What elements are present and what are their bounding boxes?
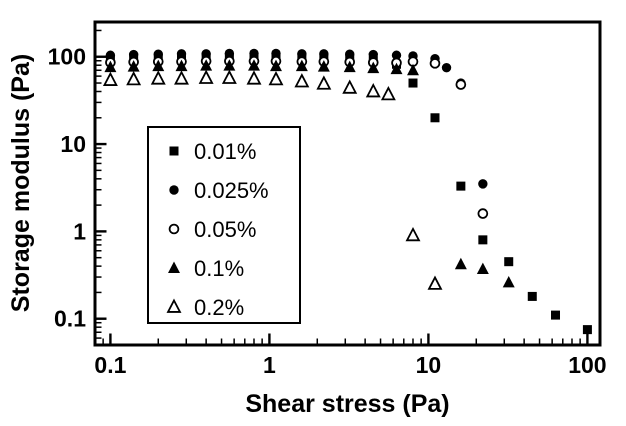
marker-filled-triangle [175, 59, 188, 72]
x-axis-label: Shear stress (Pa) [245, 390, 450, 418]
marker-filled-circle [105, 50, 116, 60]
marker-filled-circle [345, 49, 355, 59]
marker-open-triangle [365, 83, 381, 98]
marker-filled-square [456, 181, 466, 191]
marker-filled-square [582, 325, 592, 335]
legend-label: 0.1% [194, 256, 244, 281]
marker-open-triangle [150, 70, 166, 85]
legend-label: 0.05% [194, 217, 256, 242]
x-tick-label: 10 [416, 352, 442, 378]
marker-filled-triangle [295, 59, 308, 72]
marker-open-triangle [316, 75, 332, 90]
marker-open-triangle [221, 69, 237, 84]
marker-filled-triangle [367, 61, 380, 74]
marker-filled-triangle [454, 257, 467, 270]
marker-open-triangle [102, 71, 118, 86]
marker-filled-triangle [223, 59, 236, 71]
marker-filled-circle [176, 49, 187, 59]
marker-open-circle [455, 79, 467, 90]
marker-filled-triangle [390, 62, 403, 75]
marker-open-triangle [246, 70, 262, 85]
marker-filled-triangle [200, 59, 213, 71]
marker-filled-circle [224, 48, 235, 59]
marker-filled-square [551, 310, 561, 320]
marker-filled-circle [201, 49, 211, 59]
marker-filled-triangle [152, 59, 165, 72]
marker-open-triangle [174, 70, 189, 85]
y-tick-label: 100 [48, 44, 86, 70]
marker-filled-circle [297, 49, 307, 59]
marker-filled-square [430, 113, 440, 123]
legend-label: 0.2% [194, 295, 244, 320]
marker-filled-square [408, 78, 418, 88]
legend-label: 0.025% [194, 178, 269, 203]
marker-filled-circle [128, 49, 139, 60]
marker-open-triangle [268, 70, 284, 86]
marker-filled-circle [441, 62, 452, 73]
marker-filled-circle [478, 179, 488, 189]
marker-filled-triangle [104, 60, 117, 73]
marker-filled-triangle [343, 60, 356, 73]
y-tick-label: 0.1 [54, 306, 86, 332]
marker-filled-triangle [502, 275, 515, 288]
marker-open-triangle [294, 73, 310, 88]
marker-filled-triangle [317, 60, 330, 72]
plot-frame [93, 20, 602, 347]
marker-filled-square [478, 235, 488, 245]
x-tick-label: 100 [568, 352, 606, 378]
marker-open-circle [168, 223, 180, 235]
marker-filled-triangle [407, 63, 419, 76]
x-tick-label: 1 [263, 352, 276, 378]
marker-open-triangle [166, 298, 182, 313]
y-axis-label: Storage modulus (Pa) [7, 53, 35, 313]
y-tick-label: 10 [60, 131, 86, 157]
marker-filled-circle [249, 48, 259, 59]
x-tick-label: 0.1 [94, 352, 126, 378]
marker-filled-circle [391, 50, 402, 60]
marker-filled-circle [271, 48, 281, 59]
marker-open-triangle [380, 86, 396, 101]
marker-filled-triangle [476, 262, 489, 275]
marker-filled-triangle [248, 59, 260, 71]
marker-filled-triangle [168, 261, 180, 273]
marker-open-circle [429, 58, 441, 69]
marker-open-triangle [427, 275, 443, 290]
y-tick-label: 1 [73, 218, 86, 244]
marker-open-triangle [198, 69, 214, 84]
marker-filled-circle [368, 49, 378, 60]
marker-open-triangle [126, 70, 142, 86]
marker-filled-square [504, 257, 514, 267]
marker-filled-circle [169, 185, 179, 195]
marker-open-triangle [405, 226, 421, 242]
marker-open-circle [477, 208, 489, 219]
marker-filled-square [169, 146, 179, 156]
marker-filled-circle [319, 49, 329, 59]
marker-filled-triangle [127, 60, 140, 72]
marker-filled-circle [153, 49, 163, 59]
legend-label: 0.01% [194, 139, 256, 164]
marker-filled-square [527, 291, 537, 301]
marker-open-triangle [342, 79, 358, 94]
marker-filled-triangle [270, 59, 282, 72]
